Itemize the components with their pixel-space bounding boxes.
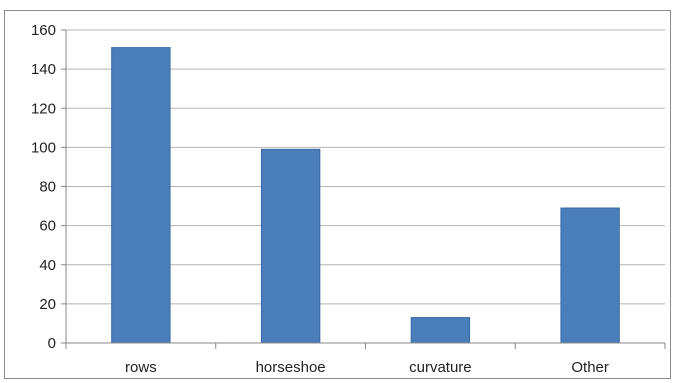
x-tick-labels: rows horseshoe curvature Other xyxy=(125,359,609,376)
y-tick-label: 120 xyxy=(31,100,56,117)
bars xyxy=(111,47,620,344)
y-tick-label: 100 xyxy=(31,139,56,156)
x-tick-label: curvature xyxy=(409,359,472,376)
y-tick-label: 160 xyxy=(31,22,56,39)
axes xyxy=(61,29,666,349)
y-tick-labels: 0 20 40 60 80 100 120 140 160 xyxy=(31,22,56,352)
y-tick-label: 140 xyxy=(31,61,56,78)
y-tick-label: 20 xyxy=(39,296,56,313)
bar-curvature xyxy=(410,317,471,344)
y-tick-label: 0 xyxy=(48,335,56,352)
x-tick-label: horseshoe xyxy=(256,359,326,376)
x-tick-label: rows xyxy=(125,359,157,376)
y-tick-label: 80 xyxy=(39,179,56,196)
bar-horseshoe xyxy=(260,148,321,344)
y-tick-label: 60 xyxy=(39,218,56,235)
bar-rows xyxy=(111,47,171,344)
x-tick-label: Other xyxy=(571,359,609,376)
y-tick-label: 40 xyxy=(39,257,56,274)
bar-other xyxy=(560,207,620,344)
